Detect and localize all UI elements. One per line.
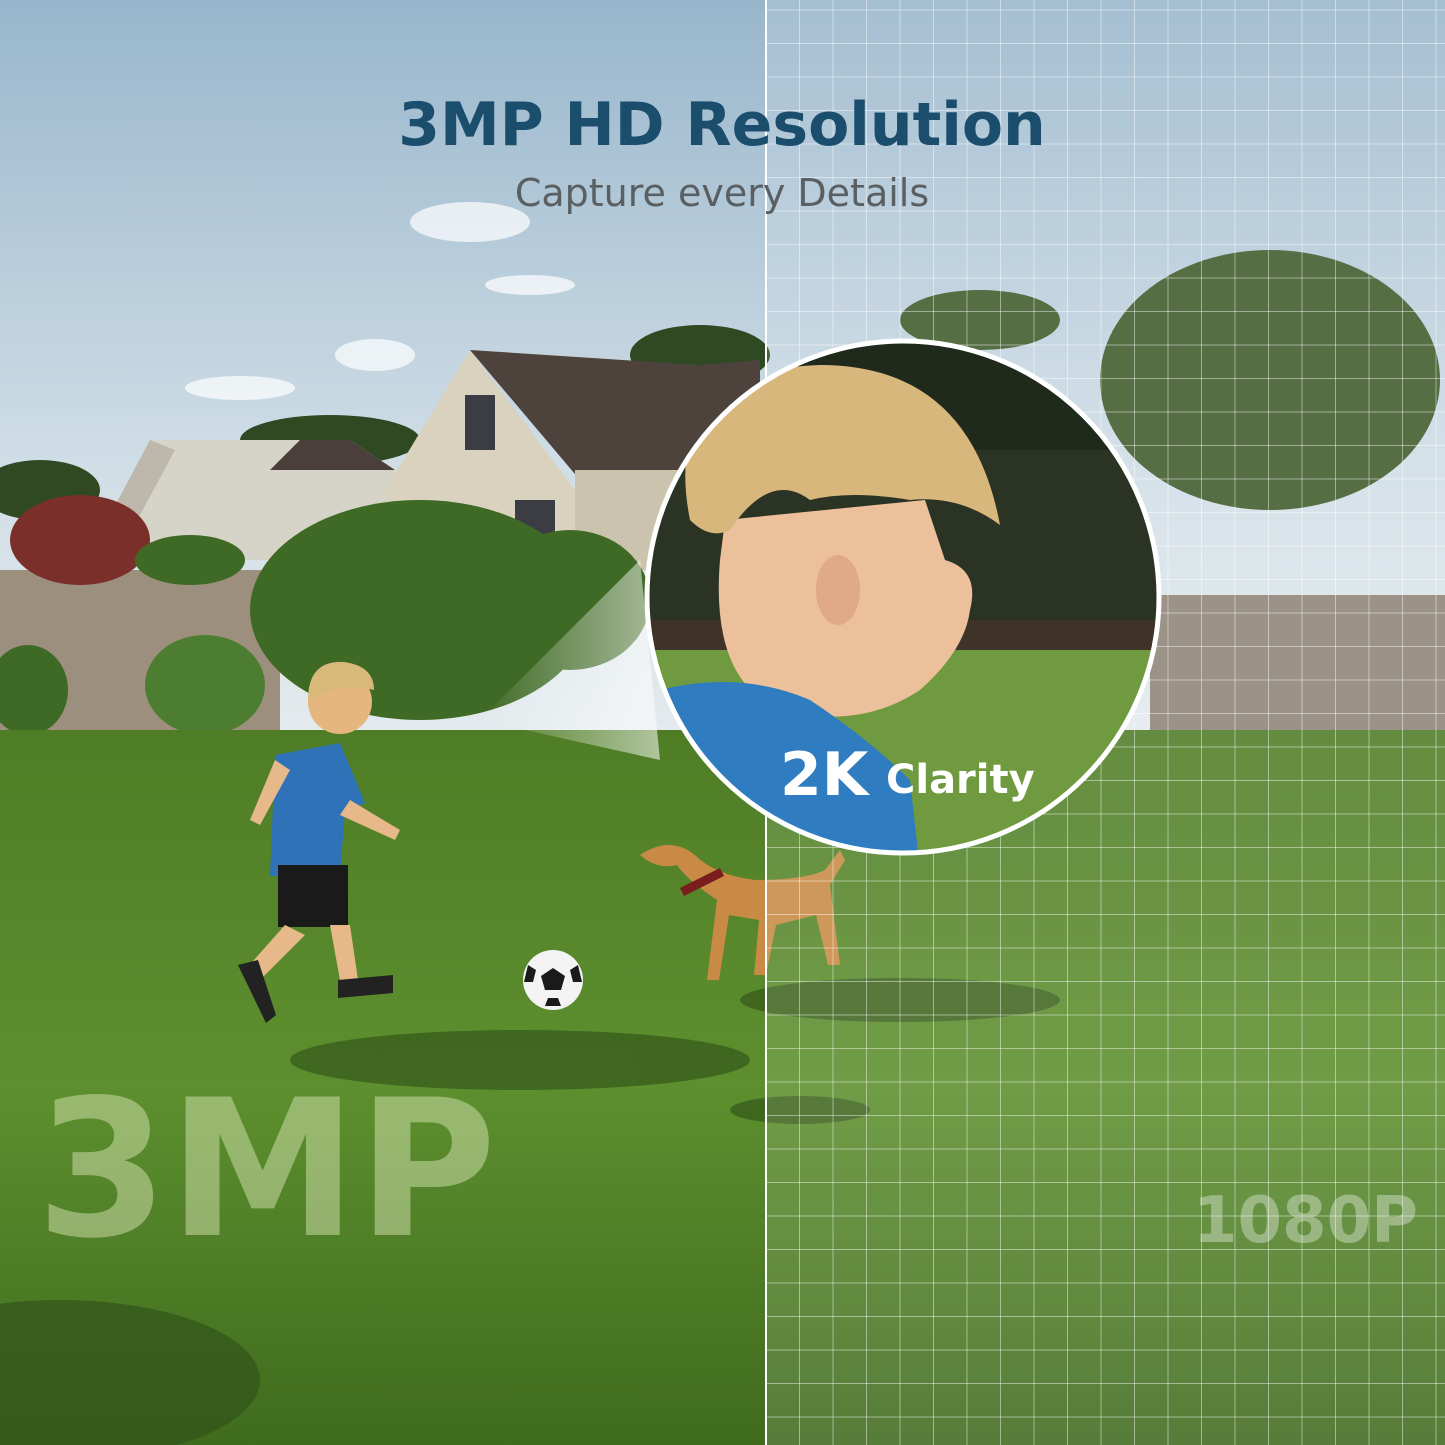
clouds (185, 202, 575, 400)
subtitle: Capture every Details (515, 171, 929, 215)
zoom-ring (644, 338, 1162, 856)
left-watermark: 3MP (36, 1059, 497, 1280)
soccer-ball (523, 950, 583, 1010)
lawn (0, 730, 1445, 1445)
right-watermark: 1080P (1193, 1184, 1418, 1258)
title: 3MP HD Resolution (398, 90, 1046, 160)
zoom-label-main: 2K (780, 740, 871, 810)
camera-beam (480, 560, 660, 760)
boy (238, 661, 400, 1023)
zoom-label-sub: Clarity (886, 757, 1035, 803)
dog (640, 845, 845, 980)
